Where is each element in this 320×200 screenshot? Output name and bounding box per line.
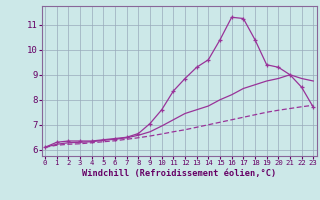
X-axis label: Windchill (Refroidissement éolien,°C): Windchill (Refroidissement éolien,°C) [82, 169, 276, 178]
